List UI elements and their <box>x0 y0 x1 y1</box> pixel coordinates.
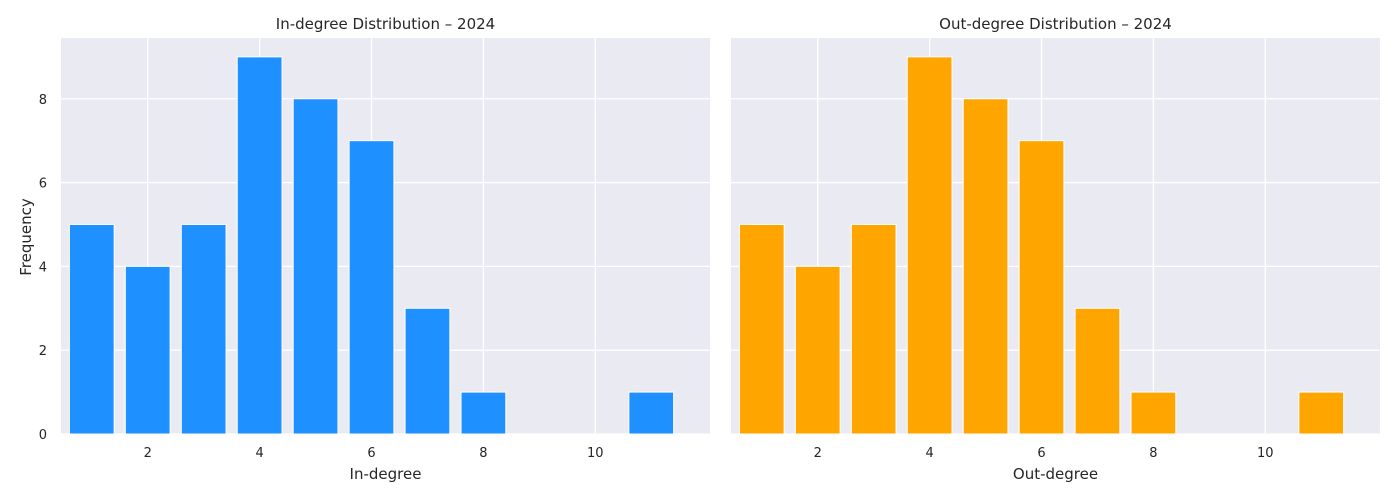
out-degree-bar-8 <box>1130 391 1177 435</box>
out-degree-x-tick-label: 6 <box>1037 446 1045 461</box>
out-degree-x-tick-label: 10 <box>1257 446 1274 461</box>
in-degree-x-tick-label: 10 <box>587 446 604 461</box>
in-degree-x-tick-label: 8 <box>479 446 487 461</box>
out-degree-bars <box>738 56 1345 435</box>
in-degree-bar-1 <box>68 223 115 435</box>
out-degree-chart-title: Out-degree Distribution – 2024 <box>939 15 1172 33</box>
in-degree-bar-8 <box>460 391 507 435</box>
in-degree-bar-5 <box>292 98 339 435</box>
out-degree-x-tick-label: 4 <box>925 446 933 461</box>
in-degree-bars <box>68 56 675 435</box>
out-degree-x-tick-label: 2 <box>814 446 822 461</box>
in-degree-y-tick-label: 8 <box>39 93 47 108</box>
in-degree-x-axis-label: In-degree <box>350 465 422 483</box>
in-degree-y-tick-label: 4 <box>39 260 47 275</box>
in-degree-chart-title: In-degree Distribution – 2024 <box>276 15 495 33</box>
out-degree-x-axis-label: Out-degree <box>1013 465 1098 483</box>
in-degree-x-tick-label: 6 <box>367 446 375 461</box>
out-degree-bar-5 <box>962 98 1009 435</box>
in-degree-y-tick-label: 0 <box>39 428 47 443</box>
in-degree-bar-4 <box>236 56 283 435</box>
in-degree-bar-6 <box>348 140 395 435</box>
in-degree-y-tick-label: 6 <box>39 177 47 192</box>
in-degree-x-tick-label: 4 <box>255 446 263 461</box>
out-degree-bar-1 <box>738 223 785 435</box>
in-degree-bar-3 <box>180 223 227 435</box>
out-degree-bar-11 <box>1298 391 1345 435</box>
out-degree-bar-2 <box>794 265 841 435</box>
out-degree-bar-4 <box>906 56 953 435</box>
out-degree-panel: Out-degree Distribution – 2024 Out-degre… <box>731 15 1380 483</box>
out-degree-x-tick-label: 8 <box>1149 446 1157 461</box>
out-degree-bar-6 <box>1018 140 1065 435</box>
out-degree-bar-7 <box>1074 307 1121 435</box>
in-degree-bar-2 <box>124 265 171 435</box>
out-degree-bar-3 <box>850 223 897 435</box>
in-degree-panel: In-degree Distribution – 2024 In-degree … <box>17 15 710 483</box>
in-degree-x-tick-label: 2 <box>144 446 152 461</box>
frequency-y-axis-label: Frequency <box>17 198 35 276</box>
in-degree-y-tick-label: 2 <box>39 344 47 359</box>
in-degree-bar-7 <box>404 307 451 435</box>
in-degree-bar-11 <box>628 391 675 435</box>
